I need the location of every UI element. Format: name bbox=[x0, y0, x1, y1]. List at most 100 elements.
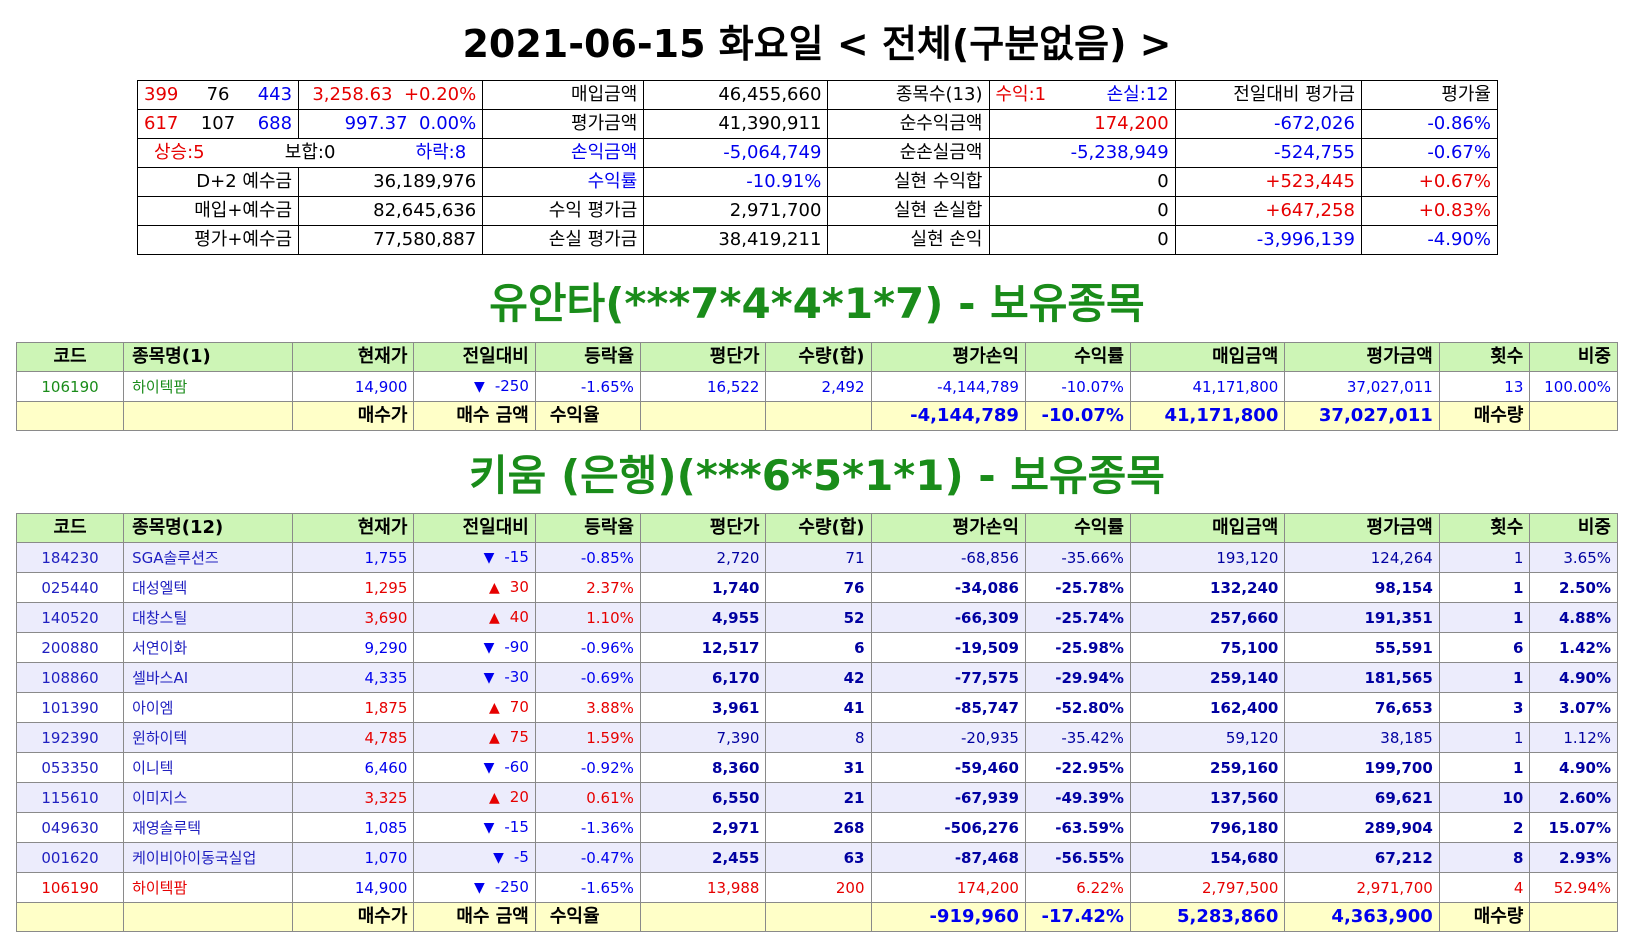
column-header-rate[interactable]: 등락율 bbox=[534, 342, 641, 372]
cell-eval: 67,212 bbox=[1284, 842, 1440, 873]
cell-qty: 8 bbox=[765, 722, 872, 753]
d2-deposit: 36,189,976 bbox=[298, 167, 484, 197]
total-eval: 4,363,900 bbox=[1284, 902, 1440, 932]
column-header-qty[interactable]: 수량(합) bbox=[765, 342, 872, 372]
cell-price: 14,900 bbox=[291, 872, 415, 903]
cell-buy: 59,120 bbox=[1129, 722, 1286, 753]
cell-pnl: -77,575 bbox=[870, 662, 1026, 693]
column-header-name[interactable]: 종목명(12) bbox=[123, 513, 293, 543]
table-row[interactable]: 025440 대성엘텍 1,295 ▲ 30 2.37% 1,740 76 -34,086 -25… bbox=[15, 572, 1618, 603]
cell-name: 재영솔루텍 bbox=[123, 812, 293, 843]
total-label-return: 수익율 bbox=[534, 401, 641, 431]
cell-code: 106190 bbox=[15, 872, 125, 903]
cell-buy: 75,100 bbox=[1129, 632, 1286, 663]
cell-avg: 4,955 bbox=[639, 602, 767, 633]
cell-price: 4,785 bbox=[291, 722, 415, 753]
cell-weight: 3.65% bbox=[1529, 542, 1618, 573]
column-header-eval[interactable]: 평가금액 bbox=[1284, 513, 1440, 543]
column-header-buy[interactable]: 매입금액 bbox=[1129, 342, 1286, 372]
total-label-return: 수익율 bbox=[534, 902, 641, 932]
realized-pnl: 0 bbox=[988, 225, 1176, 255]
column-header-price[interactable]: 현재가 bbox=[291, 342, 415, 372]
cell-buy: 2,797,500 bbox=[1129, 872, 1286, 903]
column-header-rate[interactable]: 등락율 bbox=[534, 513, 641, 543]
column-header-code[interactable]: 코드 bbox=[15, 342, 125, 372]
buy-amount: 46,455,660 bbox=[643, 80, 829, 110]
cell-cnt: 1 bbox=[1438, 602, 1531, 633]
table-row[interactable]: 140520 대창스틸 3,690 ▲ 40 1.10% 4,955 52 -66,309 -25… bbox=[15, 602, 1618, 633]
cell-cnt: 4 bbox=[1438, 872, 1531, 903]
triangle-down-icon: ▼ bbox=[474, 880, 485, 896]
cell-eval: 37,027,011 bbox=[1284, 371, 1440, 402]
table-row[interactable]: 106190 하이텍팜 14,900 ▼ -250 -1.65% 13,988 200 174,… bbox=[15, 872, 1618, 903]
column-header-change[interactable]: 전일대비 bbox=[413, 513, 536, 543]
gain-eval: 2,971,700 bbox=[643, 196, 829, 226]
label-eval-amount: 평가금액 bbox=[482, 109, 645, 139]
table-row[interactable]: 106190 하이텍팜 14,900 ▼ -250 -1.65% 16,522 2,492 -4… bbox=[15, 371, 1618, 402]
cell-cnt: 1 bbox=[1438, 542, 1531, 573]
column-header-avg[interactable]: 평단가 bbox=[639, 342, 767, 372]
table-row[interactable]: 053350 이니텍 6,460 ▼ -60 -0.92% 8,360 31 -59,460 -2… bbox=[15, 752, 1618, 783]
column-header-avg[interactable]: 평단가 bbox=[639, 513, 767, 543]
table-row[interactable]: 200880 서연이화 9,290 ▼ -90 -0.96% 12,517 6 -19,509-… bbox=[15, 632, 1618, 663]
cell-rate: -0.47% bbox=[534, 842, 641, 873]
column-header-code[interactable]: 코드 bbox=[15, 513, 125, 543]
label-profit-loss: 손익금액 bbox=[482, 138, 645, 168]
table-row[interactable]: 049630 재영솔루텍 1,085 ▼ -15 -1.36% 2,971 268 -506,2… bbox=[15, 812, 1618, 843]
cell-weight: 4.90% bbox=[1529, 662, 1618, 693]
cell-price: 1,070 bbox=[291, 842, 415, 873]
triangle-down-icon: ▼ bbox=[474, 379, 485, 395]
cell-code: 140520 bbox=[15, 602, 125, 633]
column-header-weight[interactable]: 비중 bbox=[1529, 342, 1618, 372]
total-label-buy-price: 매수가 bbox=[291, 902, 415, 932]
cell-ret: -25.74% bbox=[1024, 602, 1131, 633]
cell-avg: 1,740 bbox=[639, 572, 767, 603]
cell-price: 9,290 bbox=[291, 632, 415, 663]
cell-ret: -49.39% bbox=[1024, 782, 1131, 813]
cell-eval: 76,653 bbox=[1284, 692, 1440, 723]
triangle-down-icon: ▼ bbox=[483, 760, 495, 776]
table-row[interactable]: 192390 윈하이텍 4,785 ▲ 75 1.59% 7,390 8 -20,935 -35.… bbox=[15, 722, 1618, 753]
column-header-qty[interactable]: 수량(합) bbox=[765, 513, 872, 543]
column-header-ret[interactable]: 수익률 bbox=[1024, 342, 1131, 372]
triangle-down-icon: ▼ bbox=[483, 670, 495, 686]
table-row[interactable]: 101390 아이엠 1,875 ▲ 70 3.88% 3,961 41 -85,747 -52.… bbox=[15, 692, 1618, 723]
eval-rate-5: -4.90% bbox=[1360, 225, 1499, 255]
cell-name: 셀바스AI bbox=[123, 662, 293, 693]
table-row[interactable]: 184230 SGA솔루션즈 1,755 ▼ -15 -0.85% 2,720 71 -68,8… bbox=[15, 542, 1618, 573]
column-header-eval[interactable]: 평가금액 bbox=[1284, 342, 1440, 372]
column-header-cnt[interactable]: 횟수 bbox=[1438, 342, 1531, 372]
cell-ret: 6.22% bbox=[1024, 872, 1131, 903]
table-row[interactable]: 115610 이미지스 3,325 ▲ 20 0.61% 6,550 21 -67,939 -49… bbox=[15, 782, 1618, 813]
section-title-kiwoom: 키움 (은행)(***6*5*1*1) - 보유종목 bbox=[469, 451, 1165, 500]
total-empty-cell bbox=[765, 902, 872, 932]
cell-rate: -1.36% bbox=[534, 812, 641, 843]
column-header-weight[interactable]: 비중 bbox=[1529, 513, 1618, 543]
column-header-change[interactable]: 전일대비 bbox=[413, 342, 536, 372]
table-row[interactable]: 001620 케이비아이동국실업 1,070 ▼ -5 -0.47% 2,455 63 -87,… bbox=[15, 842, 1618, 873]
cell-code: 101390 bbox=[15, 692, 125, 723]
column-header-ret[interactable]: 수익률 bbox=[1024, 513, 1131, 543]
cell-qty: 268 bbox=[765, 812, 872, 843]
label-realized-loss: 실현 손실합 bbox=[827, 196, 990, 226]
triangle-down-icon: ▼ bbox=[493, 850, 504, 866]
market-counts-kospi: 399 76 443 bbox=[136, 80, 300, 110]
column-header-name[interactable]: 종목명(1) bbox=[123, 342, 293, 372]
column-header-buy[interactable]: 매입금액 bbox=[1129, 513, 1286, 543]
cell-price: 3,690 bbox=[291, 602, 415, 633]
column-header-pnl[interactable]: 평가손익 bbox=[870, 342, 1026, 372]
summary-row-2: 617 107 688 997.37 0.00% 평가금액 41,390,911 순… bbox=[136, 109, 1499, 139]
cell-cnt: 1 bbox=[1438, 662, 1531, 693]
column-header-cnt[interactable]: 횟수 bbox=[1438, 513, 1531, 543]
cell-ret: -25.98% bbox=[1024, 632, 1131, 663]
table-row[interactable]: 108860 셀바스AI 4,335 ▼ -30 -0.69% 6,170 42 -77,575… bbox=[15, 662, 1618, 693]
column-header-pnl[interactable]: 평가손익 bbox=[870, 513, 1026, 543]
summary-row-3: 상승:5 보합:0 하락:8 손익금액 -5,064,749 순손실금액 -5,23… bbox=[136, 138, 1499, 168]
cell-rate: 2.37% bbox=[534, 572, 641, 603]
cell-code: 200880 bbox=[15, 632, 125, 663]
column-header-price[interactable]: 현재가 bbox=[291, 513, 415, 543]
label-realized-gain: 실현 수익합 bbox=[827, 167, 990, 197]
cell-rate: -1.65% bbox=[534, 872, 641, 903]
cell-eval: 199,700 bbox=[1284, 752, 1440, 783]
total-empty-cell bbox=[1529, 902, 1618, 932]
